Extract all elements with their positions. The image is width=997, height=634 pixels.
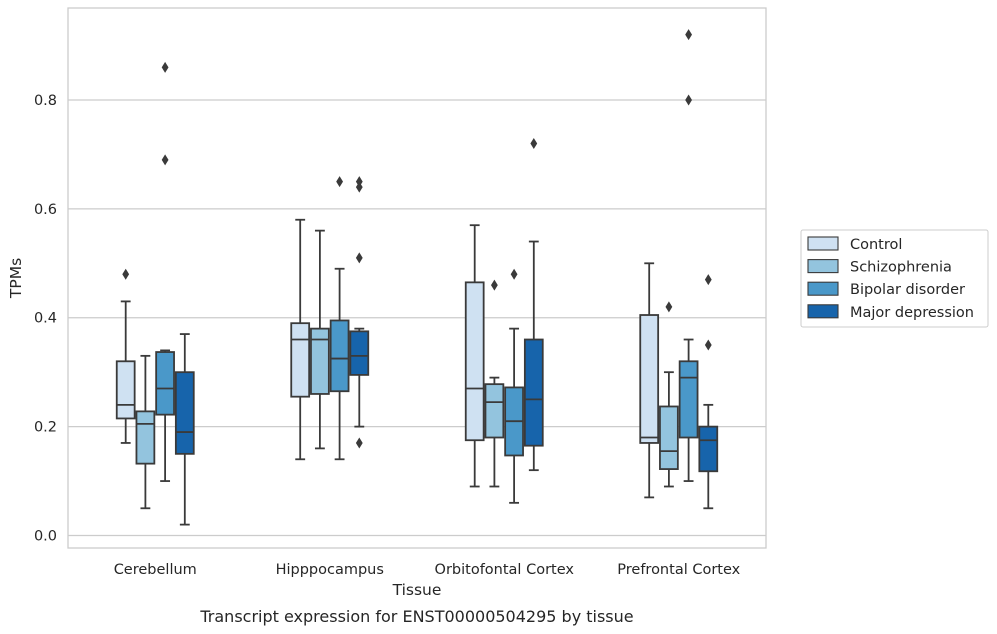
y-tick-label: 0.6 <box>34 202 57 218</box>
y-tick-labels: 0.0 0.2 0.4 0.6 0.8 <box>34 93 57 545</box>
box-series <box>115 29 719 526</box>
x-tick-labels: Cerebellum Hipppocampus Orbitofontal Corte… <box>114 562 741 578</box>
legend-label: Major depression <box>850 305 974 321</box>
iqr-box <box>678 360 699 439</box>
y-tick-label: 0.2 <box>34 420 57 436</box>
outlier-point <box>704 339 712 351</box>
iqr-box <box>639 314 660 444</box>
iqr-box <box>310 327 330 395</box>
iqr-box <box>698 425 719 473</box>
y-tick-label: 0.4 <box>34 311 57 327</box>
outlier-point <box>685 29 692 41</box>
outlier-point <box>355 252 363 264</box>
outlier-point <box>530 138 538 150</box>
x-axis-label: Tissue <box>392 581 442 599</box>
legend-swatch <box>807 281 839 296</box>
iqr-box <box>349 330 370 376</box>
box-orbitofontal-cortex <box>464 224 485 488</box>
box-prefrontal-cortex <box>678 29 699 482</box>
outlier-point <box>161 154 169 166</box>
iqr-box <box>484 383 505 439</box>
box-prefrontal-cortex <box>639 262 660 499</box>
y-tick-label: 0.0 <box>34 529 57 545</box>
gridlines <box>68 99 766 537</box>
iqr-box <box>135 410 156 465</box>
legend-label: Bipolar disorder <box>850 282 965 298</box>
box-orbitofontal-cortex <box>523 138 544 472</box>
iqr-box <box>329 319 350 393</box>
box-prefrontal-cortex <box>659 301 679 488</box>
chart-caption: Transcript expression for ENST0000050429… <box>199 607 633 626</box>
iqr-box <box>659 405 679 470</box>
box-cerebellum <box>135 354 156 510</box>
legend-swatch <box>807 236 839 251</box>
outlier-point <box>122 268 130 280</box>
series-major-depression <box>174 138 719 526</box>
legend-label: Control <box>850 237 902 253</box>
outlier-point <box>161 61 169 73</box>
box-cerebellum <box>115 268 136 444</box>
outlier-point <box>355 176 363 188</box>
box-hipppocampus <box>290 218 311 461</box>
box-prefrontal-cortex <box>698 274 719 510</box>
x-tick-label: Prefrontal Cortex <box>617 562 740 578</box>
outlier-point <box>336 176 343 188</box>
iqr-box <box>115 360 136 420</box>
box-orbitofontal-cortex <box>484 279 505 488</box>
x-tick-label: Hipppocampus <box>276 562 384 578</box>
series-control <box>115 218 660 499</box>
iqr-box <box>290 322 311 398</box>
series-schizophrenia <box>135 229 679 510</box>
outlier-point <box>355 437 363 449</box>
series-bipolar-disorder <box>155 29 699 504</box>
legend-swatch <box>807 259 839 274</box>
iqr-box <box>523 338 544 447</box>
iqr-box <box>155 351 175 416</box>
x-tick-label: Orbitofontal Cortex <box>435 562 575 578</box>
y-axis-label: TPMs <box>7 258 25 299</box>
box-cerebellum <box>155 61 175 482</box>
outlier-point <box>704 274 712 286</box>
plot-area-border <box>67 7 767 549</box>
outlier-point <box>685 94 692 106</box>
iqr-box <box>464 281 485 442</box>
x-tick-label: Cerebellum <box>114 562 197 578</box>
outlier-point <box>665 301 673 313</box>
legend-swatch <box>807 304 839 319</box>
box-orbitofontal-cortex <box>504 268 524 504</box>
outlier-point <box>510 268 518 280</box>
box-hipppocampus <box>349 176 370 449</box>
legend-label: Schizophrenia <box>850 260 952 276</box>
legend-frame <box>800 229 989 328</box>
box-hipppocampus <box>329 176 350 461</box>
box-cerebellum <box>174 333 195 526</box>
outlier-point <box>491 279 498 291</box>
y-tick-label: 0.8 <box>34 93 57 109</box>
iqr-box <box>174 371 195 455</box>
box-hipppocampus <box>310 229 330 450</box>
legend: Control Schizophrenia Bipolar disorder Majo… <box>800 229 989 328</box>
